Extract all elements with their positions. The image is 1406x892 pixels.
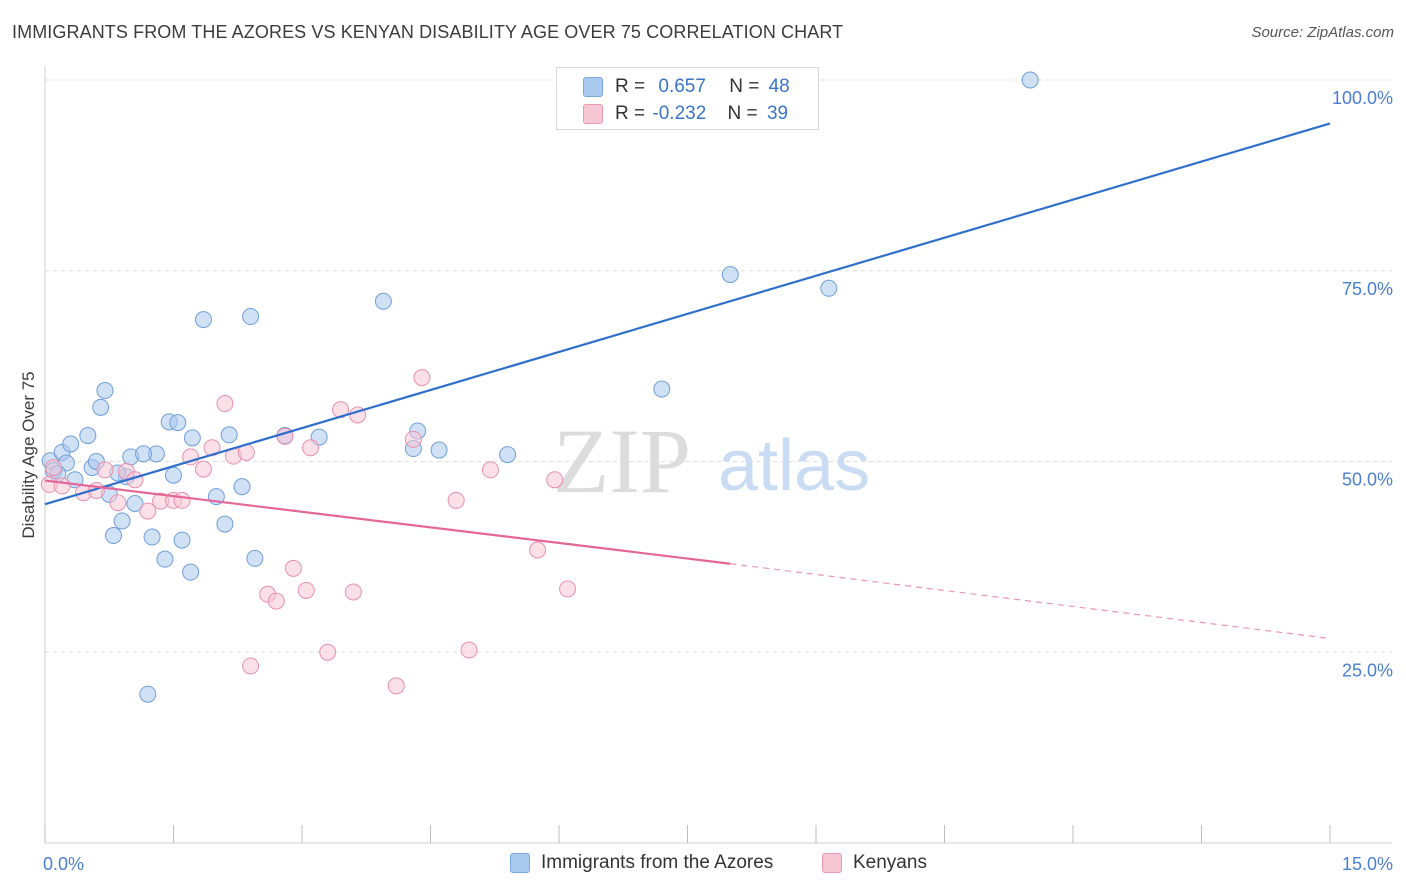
kenyans-point — [447, 491, 465, 509]
kenyans-legend-label: Kenyans — [853, 852, 927, 873]
watermark-zip: ZIP — [553, 410, 691, 512]
azores-point — [143, 528, 161, 546]
kenyans-point — [267, 592, 285, 610]
azores-point — [182, 563, 200, 581]
kenyans-point — [481, 461, 499, 479]
azores-n-value: 48 — [768, 76, 790, 97]
watermark: ZIP atlas — [553, 410, 870, 512]
azores-legend-swatch — [510, 853, 530, 873]
kenyans-point — [546, 471, 564, 489]
watermark-atlas: atlas — [718, 426, 870, 506]
source-label: Source: ZipAtlas.com — [1251, 24, 1394, 41]
azores-point — [246, 549, 264, 567]
kenyans-point — [216, 395, 234, 413]
kenyans-point — [413, 369, 431, 387]
azores-trend-line — [44, 122, 1331, 506]
azores-point — [374, 292, 392, 310]
r-label: R = — [615, 76, 646, 97]
kenyans-point — [284, 559, 302, 577]
kenyans-point — [45, 459, 63, 477]
y-tick-label: 25.0% — [1342, 660, 1393, 680]
r-label: R = — [615, 103, 646, 124]
kenyans-trend-extension — [730, 563, 1331, 640]
kenyans-point — [109, 494, 127, 512]
azores-point — [233, 478, 251, 496]
chart-title: IMMIGRANTS FROM THE AZORES VS KENYAN DIS… — [12, 22, 844, 42]
x-tick-label: 0.0% — [43, 854, 84, 874]
kenyans-point — [387, 677, 405, 695]
kenyans-point — [96, 461, 114, 479]
azores-point — [165, 466, 182, 484]
data-points — [40, 71, 1039, 703]
azores-point — [113, 512, 131, 530]
kenyans-point — [53, 477, 71, 495]
kenyans-r-value: -0.232 — [652, 103, 707, 124]
n-label: N = — [729, 76, 760, 97]
azores-point — [92, 398, 110, 416]
kenyans-point — [242, 657, 260, 675]
kenyans-point — [173, 491, 191, 509]
n-label: N = — [727, 103, 758, 124]
stats-legend: R = 0.657 N = 48 R = -0.232 N = 39 — [556, 67, 819, 130]
kenyans-point — [302, 439, 320, 457]
azores-point — [156, 550, 174, 568]
kenyans-swatch — [583, 104, 603, 124]
azores-point — [183, 429, 201, 447]
y-tick-label: 75.0% — [1342, 279, 1393, 299]
kenyans-point — [460, 641, 478, 659]
azores-point — [216, 515, 234, 533]
azores-point — [62, 435, 80, 453]
azores-point — [820, 279, 838, 297]
kenyans-point — [194, 460, 212, 478]
azores-point — [139, 685, 157, 703]
grid-lines — [45, 79, 1392, 653]
azores-point — [653, 380, 671, 398]
kenyans-legend-swatch — [822, 853, 842, 873]
kenyans-point — [404, 430, 422, 448]
kenyans-n-value: 39 — [766, 103, 789, 124]
trend-lines — [44, 122, 1331, 640]
azores-point — [242, 308, 260, 326]
azores-point — [173, 531, 191, 549]
kenyans-point — [319, 643, 337, 661]
y-tick-label: 50.0% — [1342, 470, 1393, 490]
azores-point — [105, 527, 123, 545]
azores-r-value: 0.657 — [658, 76, 706, 97]
azores-point — [721, 266, 739, 284]
azores-point — [169, 414, 187, 432]
x-tick-label: 15.0% — [1342, 854, 1393, 874]
kenyans-point — [559, 580, 577, 598]
azores-point — [194, 311, 212, 329]
tick-labels: 25.0% 50.0% 75.0% 100.0% 0.0% 15.0% — [43, 88, 1393, 874]
y-tick-label: 100.0% — [1332, 88, 1393, 108]
azores-swatch — [583, 77, 603, 97]
kenyans-point — [139, 502, 157, 520]
azores-point — [499, 446, 517, 464]
azores-point — [135, 445, 153, 463]
kenyans-point — [344, 583, 362, 601]
azores-point — [430, 441, 448, 459]
azores-point — [96, 382, 114, 400]
azores-point — [1021, 71, 1039, 89]
y-axis-label: Disability Age Over 75 — [19, 371, 38, 538]
azores-point — [220, 426, 238, 444]
kenyans-trend-line — [44, 479, 731, 565]
kenyans-point — [297, 581, 315, 599]
azores-legend-label: Immigrants from the Azores — [541, 852, 774, 873]
azores-point — [126, 494, 144, 512]
kenyans-point — [529, 541, 547, 559]
azores-point — [79, 427, 97, 445]
